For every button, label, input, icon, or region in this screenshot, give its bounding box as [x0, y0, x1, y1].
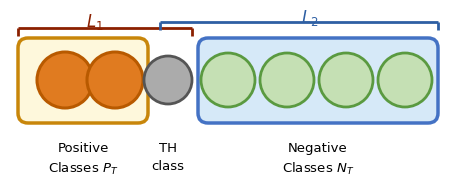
Circle shape — [201, 53, 254, 107]
Circle shape — [318, 53, 372, 107]
FancyBboxPatch shape — [18, 38, 148, 123]
Text: $L_1$: $L_1$ — [86, 12, 104, 32]
Circle shape — [144, 56, 192, 104]
Text: $L_2$: $L_2$ — [301, 8, 318, 28]
Circle shape — [87, 52, 143, 108]
Circle shape — [259, 53, 313, 107]
Text: Positive
Classes $P_T$: Positive Classes $P_T$ — [48, 142, 118, 177]
Circle shape — [377, 53, 431, 107]
FancyBboxPatch shape — [197, 38, 437, 123]
Text: TH
class: TH class — [151, 142, 184, 173]
Circle shape — [37, 52, 93, 108]
Text: Negative
Classes $N_T$: Negative Classes $N_T$ — [281, 142, 354, 177]
